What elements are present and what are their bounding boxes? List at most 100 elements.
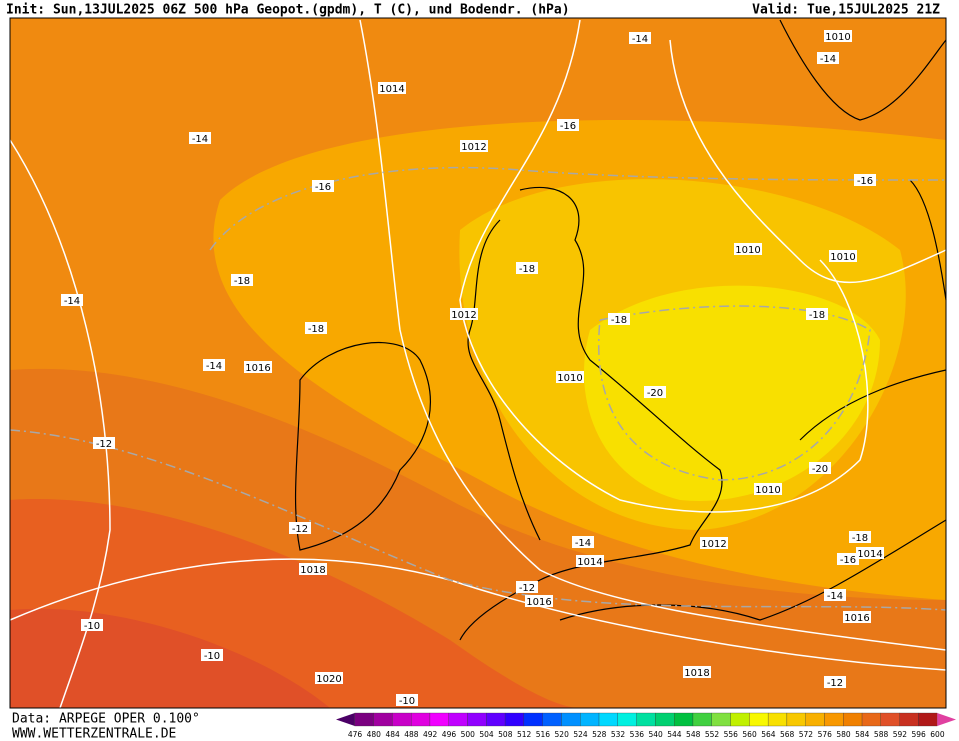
temperature-label-box <box>289 522 311 534</box>
scale-cell <box>899 712 919 727</box>
footer-source: Data: ARPEGE OPER 0.100° <box>12 712 200 727</box>
scale-cell <box>354 712 374 727</box>
temperature-label-box <box>61 294 83 306</box>
temperature-label: -10 <box>399 696 415 707</box>
temperature-label-box <box>824 676 846 688</box>
temperature-label-box <box>806 308 828 320</box>
isobar-label: 1016 <box>526 597 551 608</box>
scale-label: 540 <box>648 730 663 739</box>
temperature-label-box <box>201 649 223 661</box>
isotherm <box>9 429 947 611</box>
scale-label: 504 <box>479 730 494 739</box>
temperature-label-box <box>644 386 666 398</box>
isobar-label-box <box>460 140 488 152</box>
temperature-label: -12 <box>96 439 112 450</box>
scale-label: 480 <box>367 730 382 739</box>
isobar <box>9 139 111 709</box>
scale-cell <box>786 712 806 727</box>
temperature-label: -18 <box>308 324 324 335</box>
scale-label: 532 <box>611 730 626 739</box>
isobar-label: 1012 <box>451 310 476 321</box>
temperature-label-box <box>608 313 630 325</box>
scale-label: 580 <box>836 730 851 739</box>
scale-label: 536 <box>630 730 645 739</box>
temperature-label: -10 <box>204 651 220 662</box>
scale-cell <box>843 712 863 727</box>
temperature-label: -16 <box>840 555 856 566</box>
scale-arrow <box>336 713 355 726</box>
isobar-label: 1010 <box>755 485 780 496</box>
temperature-label: -16 <box>857 176 873 187</box>
scale-label: 596 <box>912 730 927 739</box>
temperature-label-box <box>516 262 538 274</box>
isobar-label-box <box>829 250 857 262</box>
scale-cell <box>805 712 825 727</box>
map-frame <box>9 17 947 709</box>
temperature-label: -12 <box>519 583 535 594</box>
isobar-label-box <box>378 82 406 94</box>
isobar <box>359 19 947 651</box>
temperature-label-box <box>824 589 846 601</box>
temperature-label: -20 <box>647 388 663 399</box>
temperature-label-box <box>93 437 115 449</box>
isobar <box>669 39 947 284</box>
scale-label: 592 <box>893 730 908 739</box>
scale-label: 588 <box>874 730 889 739</box>
map-labels: 1014 1012 1012 1016 1010 1010 1010 1010 1012 1014… <box>61 30 884 707</box>
scale-cell <box>429 712 449 727</box>
isobar-label-box <box>299 563 327 575</box>
scale-label: 512 <box>517 730 532 739</box>
isobar-label: 1010 <box>830 252 855 263</box>
temperature-label: -10 <box>84 621 100 632</box>
isobar-label: 1010 <box>557 373 582 384</box>
temperature-label: -18 <box>852 533 868 544</box>
scale-label: 576 <box>818 730 833 739</box>
isotherms <box>9 166 947 611</box>
scale-label: 544 <box>667 730 682 739</box>
isobar-label-box <box>525 595 553 607</box>
color-scale: 476 480 484 488 492 496 500 504 508 512 516 520 524 5… <box>336 712 956 739</box>
isobar-label: 1012 <box>701 539 726 550</box>
scale-label: 552 <box>705 730 720 739</box>
scale-cell <box>504 712 525 727</box>
scale-cell <box>674 712 694 727</box>
temperature-label: -14 <box>827 591 843 602</box>
scale-cell <box>711 712 731 727</box>
isobar-label: 1012 <box>461 142 486 153</box>
scale-cell <box>880 712 900 727</box>
temperature-label: -14 <box>632 34 648 45</box>
isobar-label: 1016 <box>245 363 270 374</box>
scale-cell <box>580 712 600 727</box>
isobar-label: 1010 <box>825 32 850 43</box>
scale-cell <box>392 712 412 727</box>
temperature-label-box <box>572 536 594 548</box>
scale-label: 568 <box>780 730 795 739</box>
coastlines <box>294 19 947 641</box>
ireland <box>294 341 431 551</box>
scale-label: 516 <box>536 730 551 739</box>
isobar-label-box <box>683 666 711 678</box>
temperature-label-box <box>817 52 839 64</box>
scale-cell <box>411 712 431 727</box>
continent <box>559 19 947 621</box>
isotherm <box>598 305 871 481</box>
isobar <box>459 19 869 513</box>
scale-label: 524 <box>573 730 588 739</box>
scale-cell <box>749 712 769 727</box>
isobar-label: 1010 <box>735 245 760 256</box>
field-red <box>10 608 330 708</box>
temperature-label-box <box>837 553 859 565</box>
temperature-label-box <box>189 132 211 144</box>
isobar-label: 1014 <box>379 84 404 95</box>
header-init: Init: Sun,13JUL2025 06Z 500 hPa Geopot.(… <box>6 3 570 18</box>
isobar-label-box <box>315 672 343 684</box>
temperature-label: -14 <box>64 296 80 307</box>
scale-label: 476 <box>348 730 363 739</box>
scale-cell <box>448 712 468 727</box>
field-bright-yellow <box>584 285 880 501</box>
temperature-label: -18 <box>234 276 250 287</box>
temperature-label-box <box>231 274 253 286</box>
great-britain <box>459 186 723 641</box>
isobar-label-box <box>856 547 884 559</box>
scale-label: 564 <box>761 730 776 739</box>
